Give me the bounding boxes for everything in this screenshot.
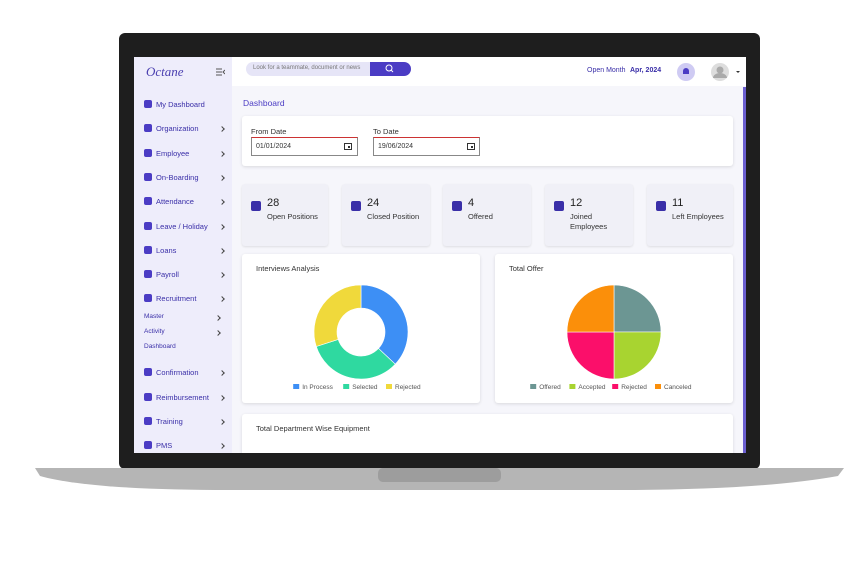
- stat-label: Closed Position: [367, 212, 420, 221]
- slice: [566, 331, 615, 380]
- stat-icon: [656, 201, 666, 211]
- equipment-title: Total Department Wise Equipment: [256, 424, 370, 433]
- charts: Interviews Analysis In Process Selected Rej…: [256, 264, 692, 391]
- legend-label: Selected: [352, 384, 378, 391]
- stat-label: Offered: [468, 212, 493, 221]
- slice: [360, 284, 409, 365]
- slice: [315, 339, 396, 380]
- stat-card: [342, 184, 430, 246]
- menu-icon: [144, 124, 152, 133]
- menu-item[interactable]: Employee: [156, 148, 190, 158]
- menu-icon: [144, 270, 152, 279]
- menu-item[interactable]: My Dashboard: [156, 100, 205, 109]
- legend-swatch: [655, 384, 661, 389]
- header-icons[interactable]: [676, 62, 746, 82]
- date-filter: [242, 116, 733, 166]
- stat-value: 4: [468, 197, 475, 209]
- stat-value: 11: [672, 197, 684, 209]
- submenu-item[interactable]: Dashboard: [144, 343, 176, 351]
- search-box[interactable]: [246, 62, 410, 76]
- menu-icon: [144, 100, 152, 108]
- legend-label: In Process: [302, 384, 333, 391]
- menu-item[interactable]: Recruitment: [156, 294, 197, 304]
- menu-item[interactable]: Reimbursement: [156, 392, 209, 402]
- stat-card: [242, 184, 328, 246]
- menu-icon: [144, 441, 152, 450]
- page-title: Dashboard: [243, 98, 285, 108]
- menu-item[interactable]: Loans: [156, 245, 177, 255]
- calendar-icon[interactable]: [344, 142, 352, 150]
- menu-icon: [144, 197, 152, 206]
- to-date-input[interactable]: [373, 137, 480, 156]
- legend-swatch: [386, 384, 392, 389]
- to-date-label: To Date: [373, 127, 399, 136]
- logo: Octane: [146, 64, 184, 79]
- chart-title: Total Offer: [509, 264, 544, 273]
- legend-label: Accepted: [578, 384, 605, 391]
- open-month-label: Open Month: [587, 67, 626, 74]
- stat-value: 12: [570, 197, 583, 209]
- menu-icon: [144, 417, 152, 425]
- legend-swatch: [612, 384, 619, 389]
- menu-item[interactable]: Organization: [156, 124, 199, 134]
- legend-label: Offered: [539, 384, 561, 391]
- screen: Octane Look for a teammate, document or …: [134, 57, 746, 453]
- menu-toggle[interactable]: [216, 68, 225, 76]
- legend-swatch: [530, 384, 537, 389]
- legend-swatch: [569, 384, 576, 389]
- from-date-value: 01/01/2024: [256, 143, 292, 150]
- slice: [613, 331, 662, 380]
- legend-label: Rejected: [621, 384, 647, 391]
- menu-icon: [144, 221, 152, 230]
- stat-icon: [452, 201, 462, 211]
- from-date-label: From Date: [251, 127, 287, 136]
- stat-icon: [351, 201, 361, 211]
- slice: [313, 284, 362, 347]
- search-placeholder: Look for a teammate, document or news: [253, 65, 361, 71]
- legend-swatch: [343, 384, 350, 389]
- menu-icon: [144, 245, 152, 254]
- stat-icon: [554, 201, 564, 211]
- menu-icon: [144, 148, 152, 157]
- menu-item[interactable]: Training: [156, 417, 183, 426]
- open-month-value: Apr, 2024: [630, 67, 662, 74]
- menu-icon: [144, 392, 152, 401]
- submenu-item[interactable]: Activity: [144, 328, 165, 336]
- chart-title: Interviews Analysis: [256, 264, 320, 273]
- slice: [566, 284, 615, 333]
- stat-card: [443, 184, 531, 246]
- from-date-input[interactable]: [251, 137, 358, 156]
- submenu-item[interactable]: Master: [144, 313, 164, 321]
- menu-item[interactable]: Payroll: [156, 270, 179, 280]
- stat-value: 24: [367, 197, 380, 209]
- scrollbar[interactable]: [743, 87, 746, 453]
- menu-item[interactable]: Leave / Holiday: [156, 221, 208, 231]
- menu-icon: [144, 172, 152, 181]
- menu-item[interactable]: Confirmation: [156, 368, 199, 378]
- calendar-icon[interactable]: [467, 142, 475, 150]
- stat-card: [545, 184, 633, 246]
- stat-label: Left Employees: [672, 212, 724, 221]
- stat-card: [647, 184, 733, 246]
- menu-item[interactable]: PMS: [156, 441, 173, 451]
- sidebar: [134, 57, 232, 453]
- stat-value: 28: [267, 197, 280, 209]
- menu-item[interactable]: Attendance: [156, 197, 194, 207]
- menu-icon: [144, 368, 152, 377]
- legend-label: Rejected: [395, 384, 421, 391]
- legend-label: Canceled: [664, 384, 692, 391]
- legend-swatch: [293, 384, 300, 389]
- stat-label: Open Positions: [267, 212, 318, 221]
- stat-label: Joined Employees: [570, 212, 608, 231]
- to-date-value: 19/06/2024: [378, 143, 414, 150]
- menu-item[interactable]: On-Boarding: [156, 172, 199, 182]
- equipment-card: [242, 414, 733, 453]
- stat-icon: [251, 201, 261, 211]
- menu-icon: [144, 294, 152, 303]
- slice: [613, 284, 662, 333]
- search-button[interactable]: [370, 62, 411, 76]
